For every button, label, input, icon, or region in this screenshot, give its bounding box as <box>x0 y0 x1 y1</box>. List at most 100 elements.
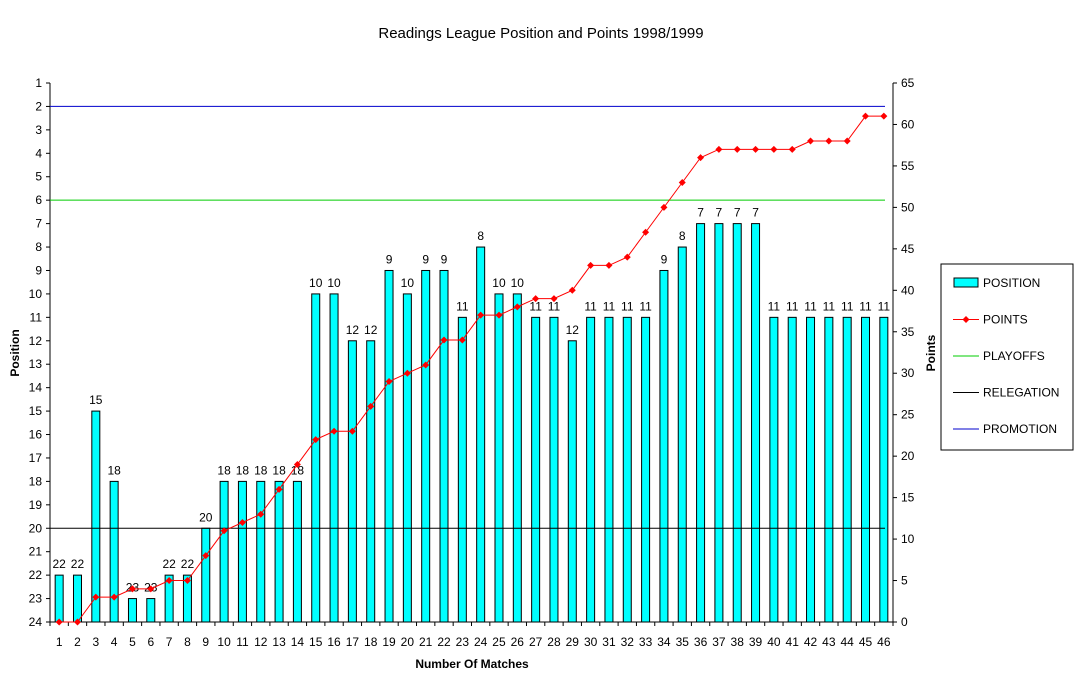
position-data-label: 7 <box>752 206 759 220</box>
points-marker <box>202 552 210 560</box>
points-marker <box>73 618 81 626</box>
y-tick-label: 13 <box>29 357 43 371</box>
y-tick-label: 20 <box>29 521 43 535</box>
y-tick-label: 15 <box>29 404 43 418</box>
position-bar <box>274 480 284 623</box>
position-bar <box>292 480 302 623</box>
y2-tick-label: 15 <box>901 491 915 505</box>
position-bar <box>311 293 321 623</box>
position-bar <box>237 480 247 623</box>
points-marker <box>788 145 796 153</box>
y-tick-label: 14 <box>29 381 43 395</box>
y2-tick-label: 25 <box>901 408 915 422</box>
position-data-label: 22 <box>181 557 195 571</box>
position-bar <box>531 316 541 623</box>
position-data-label: 11 <box>804 299 817 313</box>
position-data-label: 11 <box>621 299 634 313</box>
position-data-label: 9 <box>661 252 668 266</box>
position-data-label: 20 <box>199 510 213 524</box>
x-tick-label: 46 <box>877 635 891 649</box>
x-tick-label: 28 <box>547 635 561 649</box>
y-tick-label: 1 <box>35 76 42 90</box>
points-marker <box>550 295 558 303</box>
points-marker <box>440 336 448 344</box>
position-bar <box>696 223 706 623</box>
position-data-label: 11 <box>841 299 854 313</box>
points-marker <box>605 261 613 269</box>
position-data-label: 22 <box>52 557 66 571</box>
x-tick-label: 41 <box>786 635 800 649</box>
y-tick-label: 7 <box>35 217 42 231</box>
position-bar <box>769 316 779 623</box>
position-data-label: 7 <box>716 206 723 220</box>
y-tick-label: 16 <box>29 428 43 442</box>
legend-label-points: POINTS <box>983 313 1028 327</box>
position-bar <box>347 340 357 623</box>
points-marker <box>807 137 815 145</box>
x-tick-label: 42 <box>804 635 818 649</box>
y2-tick-label: 60 <box>901 117 915 131</box>
points-marker <box>642 228 650 236</box>
position-bar <box>787 316 797 623</box>
points-marker <box>55 618 63 626</box>
position-bar <box>256 480 266 623</box>
legend: POSITION POINTS PLAYOFFS RELEGATION PROMOTIO… <box>940 263 1074 451</box>
x-tick-label: 36 <box>694 635 708 649</box>
position-bar <box>622 316 632 623</box>
points-marker <box>568 286 576 294</box>
legend-label-promotion: PROMOTION <box>983 422 1057 436</box>
x-tick-label: 20 <box>401 635 415 649</box>
y-tick-label: 23 <box>29 592 43 606</box>
position-data-label: 11 <box>878 299 891 313</box>
points-marker <box>348 427 356 435</box>
x-tick-label: 17 <box>346 635 360 649</box>
points-marker <box>422 361 430 369</box>
x-tick-label: 27 <box>529 635 543 649</box>
position-data-label: 18 <box>217 463 231 477</box>
position-bar <box>861 316 871 623</box>
x-tick-label: 38 <box>731 635 745 649</box>
position-bar <box>366 340 376 623</box>
position-data-label: 22 <box>71 557 85 571</box>
x-tick-label: 34 <box>657 635 671 649</box>
position-bar <box>512 293 522 623</box>
y2-tick-label: 55 <box>901 159 915 173</box>
position-bar <box>714 223 724 623</box>
x-tick-label: 8 <box>184 635 191 649</box>
x-tick-label: 16 <box>327 635 341 649</box>
points-marker <box>293 460 301 468</box>
y-axis-title: Position <box>8 329 22 376</box>
x-tick-label: 4 <box>111 635 118 649</box>
y-tick-label: 21 <box>29 545 43 559</box>
y-tick-label: 5 <box>35 170 42 184</box>
position-data-label: 10 <box>511 276 525 290</box>
x-tick-label: 1 <box>56 635 63 649</box>
x-tick-label: 12 <box>254 635 268 649</box>
points-marker <box>587 261 595 269</box>
position-bar <box>72 574 82 623</box>
x-tick-label: 32 <box>621 635 635 649</box>
x-tick-label: 13 <box>272 635 286 649</box>
position-bar <box>54 574 64 623</box>
points-marker <box>183 577 191 585</box>
y2-tick-label: 65 <box>901 76 915 90</box>
x-tick-label: 9 <box>202 635 209 649</box>
position-data-label: 11 <box>823 299 836 313</box>
points-marker <box>92 593 100 601</box>
x-tick-label: 14 <box>291 635 305 649</box>
points-marker <box>367 402 375 410</box>
position-data-label: 11 <box>548 299 561 313</box>
x-tick-label: 6 <box>147 635 154 649</box>
points-marker <box>477 311 485 319</box>
points-marker <box>458 336 466 344</box>
position-data-label: 18 <box>272 463 286 477</box>
x-tick-label: 37 <box>712 635 726 649</box>
y2-tick-label: 10 <box>901 532 915 546</box>
x-tick-label: 25 <box>492 635 506 649</box>
x-tick-label: 35 <box>676 635 690 649</box>
position-data-label: 15 <box>89 393 103 407</box>
x-tick-label: 45 <box>859 635 873 649</box>
position-data-label: 22 <box>162 557 176 571</box>
points-marker <box>880 112 888 120</box>
